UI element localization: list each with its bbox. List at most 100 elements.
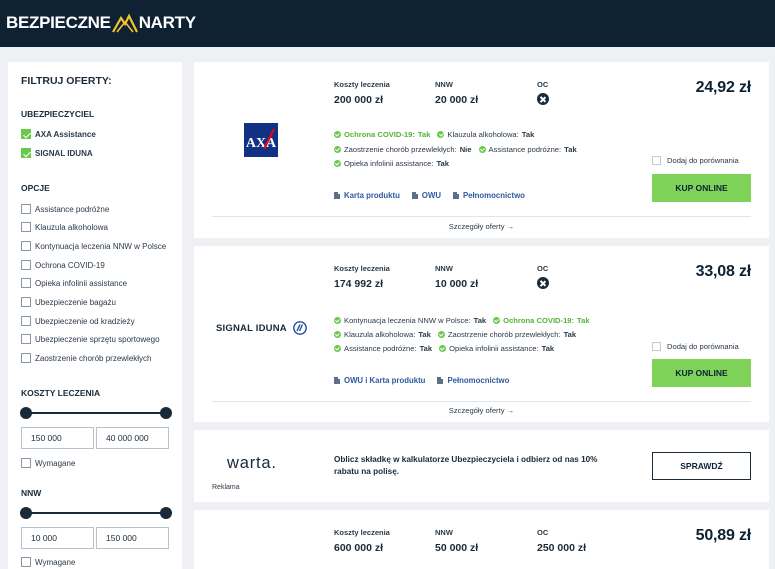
doc-link-product-card[interactable]: Karta produktu xyxy=(334,191,400,200)
feature-chronic: Zaostrzenie chorób przewlekłych: Tak xyxy=(437,330,576,339)
checkbox-checked-icon[interactable] xyxy=(21,148,31,158)
check-circle-icon xyxy=(437,131,445,138)
checkbox-checked-icon[interactable] xyxy=(21,129,31,139)
checkbox[interactable] xyxy=(21,557,31,567)
nnw-required-toggle[interactable]: Wymagane xyxy=(21,556,75,568)
filter-option[interactable]: Klauzula alkoholowa xyxy=(21,221,108,233)
offer-card-signal-iduna: SIGNAL IDUNA Koszty leczenia 174 992 zł … xyxy=(194,246,769,422)
check-circle-icon xyxy=(334,317,341,324)
option-label: Klauzula alkoholowa xyxy=(35,222,108,232)
options-heading: OPCJE xyxy=(21,183,50,193)
ad-card-warta: warta. Reklama Oblicz składkę w kalkulat… xyxy=(194,430,769,502)
nnw-min-input[interactable]: 10 000 xyxy=(21,527,94,549)
oc-label: OC xyxy=(537,80,549,89)
features-row: Assistance podróżne: Tak Opieka infolinii… xyxy=(334,343,561,354)
checkbox[interactable] xyxy=(21,458,31,468)
checkbox[interactable] xyxy=(21,222,31,232)
document-icon xyxy=(437,377,444,384)
mountain-logo-icon xyxy=(111,13,138,33)
treatment-required-toggle[interactable]: Wymagane xyxy=(21,457,75,469)
compare-toggle[interactable]: Dodaj do porównania xyxy=(652,342,739,351)
signal-iduna-logo: SIGNAL IDUNA xyxy=(216,321,307,335)
filter-option[interactable]: Ubezpieczenie bagażu xyxy=(21,296,116,308)
document-icon xyxy=(334,377,340,384)
filter-option[interactable]: Opieka infolinii assistance xyxy=(21,277,127,289)
nnw-range-slider[interactable] xyxy=(20,507,172,519)
feature-nnw-continuation: Kontynuacja leczenia NNW w Polsce: Tak xyxy=(334,316,486,325)
feature-hotline: Opieka infolinii assistance: Tak xyxy=(439,344,554,353)
offer-card-axa: AXA Koszty leczenia 200 000 zł NNW 20 00… xyxy=(194,62,769,238)
slider-max-handle[interactable] xyxy=(160,407,172,419)
treatment-label: Koszty leczenia xyxy=(334,528,390,537)
checkbox[interactable] xyxy=(21,204,31,214)
doc-link-power-of-attorney[interactable]: Pełnomocnictwo xyxy=(452,191,525,200)
nnw-heading: NNW xyxy=(21,488,42,498)
axa-logo-icon: AXA xyxy=(244,123,278,157)
warta-logo-text: warta. xyxy=(227,454,277,472)
filter-option[interactable]: Kontynuacja leczenia NNW w Polsce xyxy=(21,240,166,252)
offer-price: 50,89 zł xyxy=(695,527,752,544)
nnw-value: 20 000 zł xyxy=(435,94,479,106)
filter-insurer-axa[interactable]: AXA Assistance xyxy=(21,128,96,140)
checkbox[interactable] xyxy=(21,316,31,326)
filter-insurer-signal-iduna[interactable]: SIGNAL IDUNA xyxy=(21,147,93,159)
check-offer-button[interactable]: SPRAWDŹ xyxy=(652,452,751,480)
check-circle-icon xyxy=(493,317,501,324)
nnw-max-input[interactable]: 150 000 xyxy=(96,527,169,549)
slider-min-handle[interactable] xyxy=(20,407,32,419)
features-row: Kontynuacja leczenia NNW w Polsce: Tak Oc… xyxy=(334,315,597,326)
warta-logo[interactable]: warta. xyxy=(227,454,277,473)
treatment-range-slider[interactable] xyxy=(20,407,172,419)
option-label: Assistance podróżne xyxy=(35,204,110,214)
features-row: Klauzula alkoholowa: Tak Zaostrzenie chor… xyxy=(334,329,583,340)
feature-alcohol: Klauzula alkoholowa: Tak xyxy=(437,130,534,139)
oc-value: 250 000 zł xyxy=(537,542,587,554)
checkbox[interactable] xyxy=(21,278,31,288)
site-logo[interactable]: BEZPIECZNE NARTY xyxy=(6,11,196,35)
compare-toggle[interactable]: Dodaj do porównania xyxy=(652,156,739,165)
feature-alcohol: Klauzula alkoholowa: Tak xyxy=(334,330,431,339)
filter-option[interactable]: Assistance podróżne xyxy=(21,203,109,215)
checkbox[interactable] xyxy=(21,353,31,363)
filter-option[interactable]: Ubezpieczenie od kradzieży xyxy=(21,315,135,327)
filter-option[interactable]: Ochrona COVID-19 xyxy=(21,259,105,271)
offer-details-link[interactable]: Szczegóły oferty → xyxy=(448,222,515,231)
oc-label: OC xyxy=(537,264,549,273)
checkbox[interactable] xyxy=(21,241,31,251)
doc-link-power-of-attorney[interactable]: Pełnomocnictwo xyxy=(437,376,509,385)
checkbox[interactable] xyxy=(21,260,31,270)
slider-min-handle[interactable] xyxy=(20,507,32,519)
checkbox[interactable] xyxy=(21,297,31,307)
insurer-heading: UBEZPIECZYCIEL xyxy=(21,109,95,119)
feature-assistance: Assistance podróżne: Tak xyxy=(478,145,577,154)
check-circle-icon xyxy=(439,345,447,352)
checkbox[interactable] xyxy=(652,342,661,351)
compare-label: Dodaj do porównania xyxy=(667,156,739,165)
buy-online-button[interactable]: KUP ONLINE xyxy=(652,359,751,387)
treatment-value: 600 000 zł xyxy=(334,542,384,554)
top-bar: BEZPIECZNE NARTY xyxy=(0,0,775,47)
buy-online-button[interactable]: KUP ONLINE xyxy=(652,174,751,202)
feature-covid: Ochrona COVID-19: Tak xyxy=(493,316,590,325)
filter-option[interactable]: Ubezpieczenie sprzętu sportowego xyxy=(21,333,160,345)
doc-link-owu[interactable]: OWU xyxy=(411,191,441,200)
feature-covid: Ochrona COVID-19: Tak xyxy=(334,130,430,139)
offer-details-link[interactable]: Szczegóły oferty → xyxy=(448,406,515,415)
card-divider xyxy=(212,401,751,402)
features-row: Ochrona COVID-19: Tak Klauzula alkoholowa… xyxy=(334,129,541,140)
oc-label: OC xyxy=(537,528,549,537)
doc-link-owu-product-card[interactable]: OWU i Karta produktu xyxy=(334,376,425,385)
slider-max-handle[interactable] xyxy=(160,507,172,519)
treatment-value: 200 000 zł xyxy=(334,94,384,106)
ad-label: Reklama xyxy=(212,484,240,491)
offer-price: 24,92 zł xyxy=(695,79,752,96)
checkbox[interactable] xyxy=(21,334,31,344)
features-row: Zaostrzenie chorób przewlekłych: Nie Assi… xyxy=(334,144,584,155)
treatment-min-input[interactable]: 150 000 xyxy=(21,427,94,449)
document-icon xyxy=(334,192,340,199)
filter-option[interactable]: Zaostrzenie chorób przewlekłych xyxy=(21,352,152,364)
nnw-value: 10 000 zł xyxy=(435,278,479,290)
treatment-label: Koszty leczenia xyxy=(334,80,390,89)
treatment-max-input[interactable]: 40 000 000 xyxy=(96,427,169,449)
checkbox[interactable] xyxy=(652,156,661,165)
